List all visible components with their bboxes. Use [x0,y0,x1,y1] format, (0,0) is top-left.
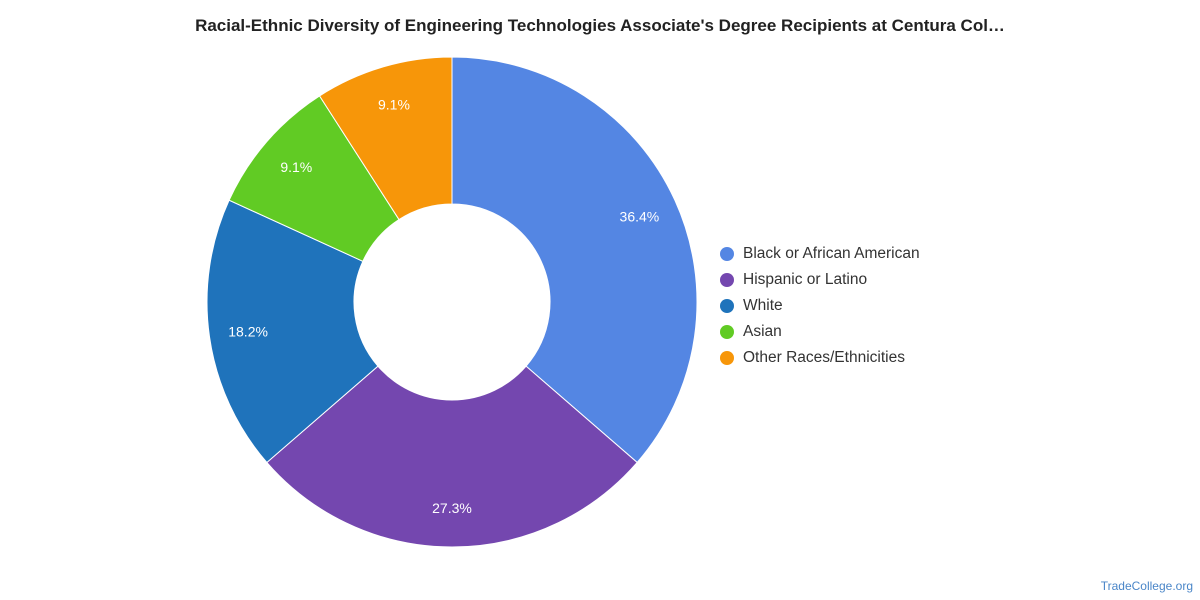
legend-item[interactable]: Black or African American [720,241,920,267]
slice-4[interactable] [318,56,453,221]
legend-item[interactable]: Hispanic or Latino [720,267,920,293]
legend-label: White [743,297,783,314]
slice-1[interactable] [266,365,638,548]
legend-label: Asian [743,323,782,340]
slice-label-3: 9.1% [280,159,312,175]
legend-item[interactable]: White [720,293,920,319]
legend-label: Other Races/Ethnicities [743,349,905,366]
legend-label: Black or African American [743,245,920,262]
legend-item[interactable]: Other Races/Ethnicities [720,345,920,371]
legend-swatch [720,273,734,287]
legend-swatch [720,325,734,339]
labels-group: 36.4% 27.3% 18.2% 9.1% 9.1% [228,96,659,516]
legend-label: Hispanic or Latino [743,271,868,288]
slices-group [206,56,698,548]
slice-label-4: 9.1% [378,96,410,112]
slice-2[interactable] [206,199,379,464]
slice-0[interactable] [451,56,698,464]
legend-swatch [720,299,734,313]
chart-title: Racial-Ethnic Diversity of Engineering T… [195,16,1005,35]
legend: Black or African American Hispanic or Lat… [720,241,920,371]
slice-label-0: 36.4% [620,208,660,224]
legend-swatch [720,247,734,261]
legend-item[interactable]: Asian [720,319,920,345]
watermark[interactable]: TradeCollege.org [1100,579,1193,593]
slice-label-2: 18.2% [228,323,268,339]
legend-swatch [720,351,734,365]
slice-label-1: 27.3% [432,500,472,516]
